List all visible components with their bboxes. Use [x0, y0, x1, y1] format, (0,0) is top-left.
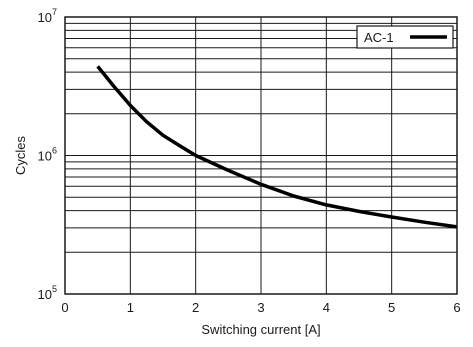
y-tick-label: 105 [38, 284, 57, 302]
plot-lines [96, 65, 458, 229]
y-axis-label: Cycles [13, 136, 28, 176]
plot-frame [64, 16, 458, 295]
x-tick-label: 3 [257, 300, 264, 315]
y-tick-label: 107 [38, 7, 57, 25]
x-tick-label: 5 [388, 300, 395, 315]
legend-label: AC-1 [364, 30, 394, 45]
x-tick-label: 0 [61, 300, 68, 315]
x-tick-label: 2 [192, 300, 199, 315]
x-tick-label: 1 [127, 300, 134, 315]
x-tick-labels: 0 1 2 3 4 5 6 [61, 300, 460, 315]
y-tick-label: 106 [38, 146, 57, 164]
legend: AC-1 [356, 25, 454, 49]
x-axis-label: Switching current [A] [201, 322, 320, 337]
series-line [96, 65, 458, 229]
x-tick-label: 4 [323, 300, 330, 315]
y-tick-labels: 105 106 107 [38, 7, 57, 302]
x-tick-label: 6 [453, 300, 460, 315]
legend-box [356, 25, 454, 49]
grid [65, 17, 457, 294]
